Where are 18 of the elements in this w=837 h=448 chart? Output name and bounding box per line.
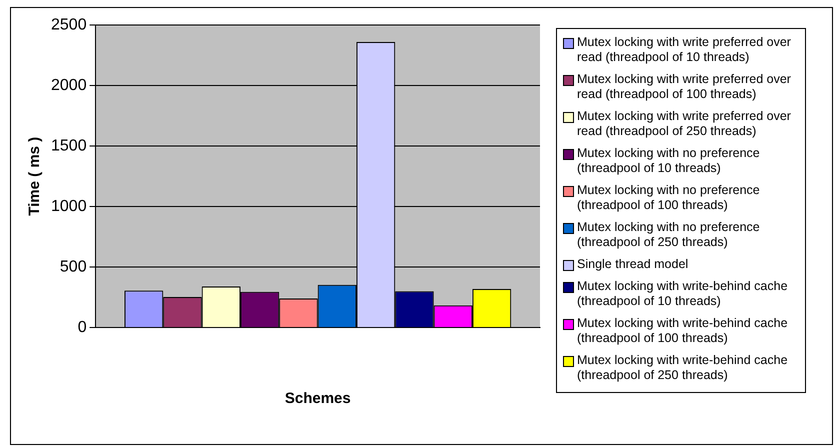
legend-label: Mutex locking with write preferred over read (threadpool of 100 threads) bbox=[577, 72, 792, 102]
legend-label: Mutex locking with write-behind cache (threadpool of 100 threads) bbox=[577, 316, 789, 346]
legend-label: Mutex locking with write-behind cache (threadpool of 250 threads) bbox=[577, 353, 789, 383]
y-tick-label: 0 bbox=[78, 319, 87, 336]
y-tick-label: 1500 bbox=[51, 137, 87, 154]
legend-label: Mutex locking with no preference (threadpool of 10 threads) bbox=[577, 146, 761, 176]
y-tick-label: 500 bbox=[60, 258, 87, 276]
legend-label: Mutex locking with no preference (threadpool of 250 threads) bbox=[577, 220, 761, 250]
y-tick-label: 2000 bbox=[51, 76, 87, 94]
legend-label: Single thread model bbox=[577, 257, 688, 272]
y-tick-label: 2500 bbox=[51, 16, 87, 34]
legend-label: Mutex locking with write-behind cache (threadpool of 10 threads) bbox=[577, 279, 789, 309]
legend-label: Mutex locking with no preference (threadpool of 100 threads) bbox=[577, 183, 761, 213]
legend-label: Mutex locking with write preferred over read (threadpool of 10 threads) bbox=[577, 35, 792, 65]
y-axis-title: Time ( ms ) bbox=[26, 136, 44, 216]
legend-label: Mutex locking with write preferred over read (threadpool of 250 threads) bbox=[577, 109, 792, 139]
y-tick-label: 1000 bbox=[51, 198, 87, 215]
x-axis-title: Schemes bbox=[284, 390, 351, 408]
